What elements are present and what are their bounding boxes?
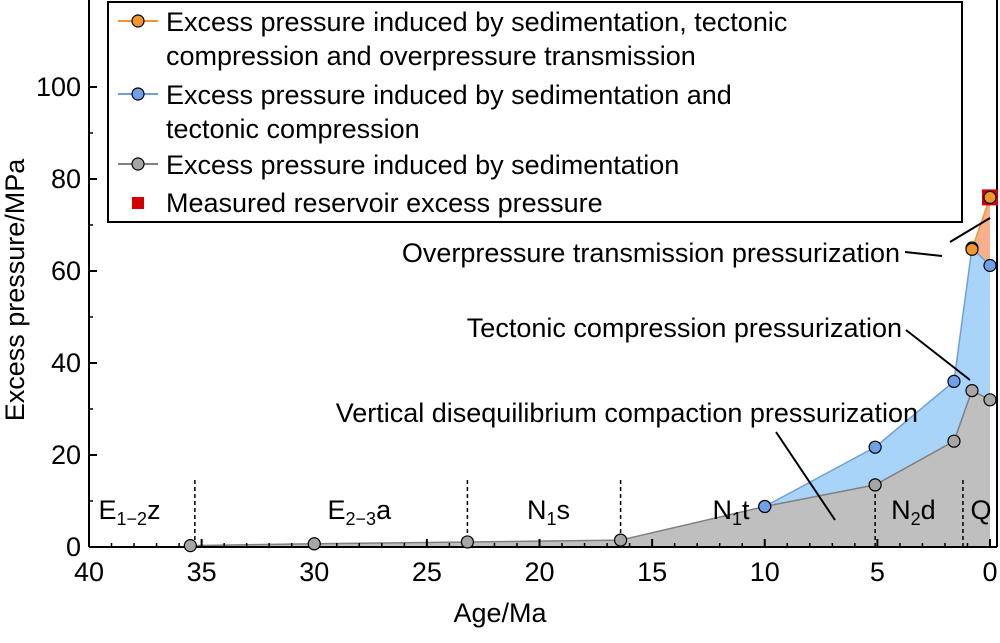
y-axis-title: Excess pressure/MPa: [0, 158, 30, 422]
legend-label-tectonic-line1: Excess pressure induced by sedimentation…: [166, 80, 732, 110]
series-markers: [183, 189, 998, 553]
legend: Excess pressure induced by sedimentation…: [107, 1, 963, 223]
legend-marker-overpressure: [131, 14, 145, 28]
strata-label: E2−3a: [328, 495, 393, 529]
annotation-tectonic: Tectonic compression pressurization: [467, 313, 902, 343]
marker-sedimentation: [983, 393, 997, 407]
marker-sedimentation: [307, 537, 321, 551]
x-tick-label: 20: [524, 557, 554, 587]
marker-overpressure: [965, 242, 979, 256]
marker-tectonic: [983, 258, 997, 273]
area-tectonic: [764, 248, 990, 507]
x-tick-label: 0: [982, 557, 997, 587]
leader-tectonic: [905, 329, 971, 381]
y-tick-label: 80: [51, 164, 81, 194]
y-tick-label: 20: [51, 440, 81, 470]
x-tick-label: 40: [74, 557, 104, 587]
marker-sedimentation: [965, 384, 979, 398]
legend-marker-measured: [132, 197, 144, 209]
marker-tectonic: [947, 374, 961, 388]
legend-box: [107, 1, 963, 223]
legend-label-measured: Measured reservoir excess pressure: [166, 188, 603, 218]
leader-overpressure-tip: [949, 217, 991, 243]
y-tick-label: 60: [51, 256, 81, 286]
strata-label: N2d: [891, 495, 936, 529]
marker-overpressure: [983, 190, 997, 204]
x-tick-label: 10: [750, 557, 780, 587]
marker-tectonic: [868, 440, 882, 454]
annotation-compaction: Vertical disequilibrium compaction press…: [336, 398, 918, 428]
strata-layer: E1−2z E2−3a N1s N1t N2d Q: [99, 480, 991, 547]
x-tick-label: 30: [299, 557, 329, 587]
marker-sedimentation: [868, 478, 882, 492]
legend-label-sedimentation: Excess pressure induced by sedimentation: [166, 150, 679, 180]
y-tick-label: 0: [66, 532, 81, 562]
marker-sedimentation: [183, 539, 197, 553]
y-tick-label: 40: [51, 348, 81, 378]
strata-label: N1s: [527, 495, 570, 529]
area-sedimentation: [190, 390, 991, 547]
marker-sedimentation: [947, 434, 961, 448]
legend-label-overpressure-line2: compression and overpressure transmissio…: [166, 41, 696, 71]
x-tick-label: 15: [637, 557, 667, 587]
leader-overpressure: [904, 251, 943, 257]
x-tick-label: 5: [870, 557, 885, 587]
legend-label-tectonic-line2: tectonic compression: [166, 114, 420, 144]
leader-compaction: [775, 431, 836, 521]
legend-label-overpressure-line1: Excess pressure induced by sedimentation…: [166, 7, 787, 37]
strata-label: E1−2z: [99, 495, 161, 529]
legend-marker-tectonic: [131, 87, 145, 101]
x-axis-title: Age/Ma: [453, 598, 547, 628]
annotation-overpressure: Overpressure transmission pressurization: [402, 238, 900, 268]
x-ticks: 40 35 30 25 20 15 10 5 0: [74, 539, 998, 587]
strata-label: Q: [970, 495, 991, 525]
y-ticks: 0 20 40 60 80 100: [36, 72, 97, 562]
marker-sedimentation: [613, 533, 628, 547]
strata-label: N1t: [712, 495, 750, 529]
legend-marker-sedimentation: [131, 157, 145, 171]
marker-tectonic: [758, 499, 772, 514]
marker-sedimentation: [460, 535, 475, 549]
x-tick-label: 25: [412, 557, 442, 587]
y-tick-label: 100: [36, 72, 81, 102]
x-tick-label: 35: [187, 557, 217, 587]
